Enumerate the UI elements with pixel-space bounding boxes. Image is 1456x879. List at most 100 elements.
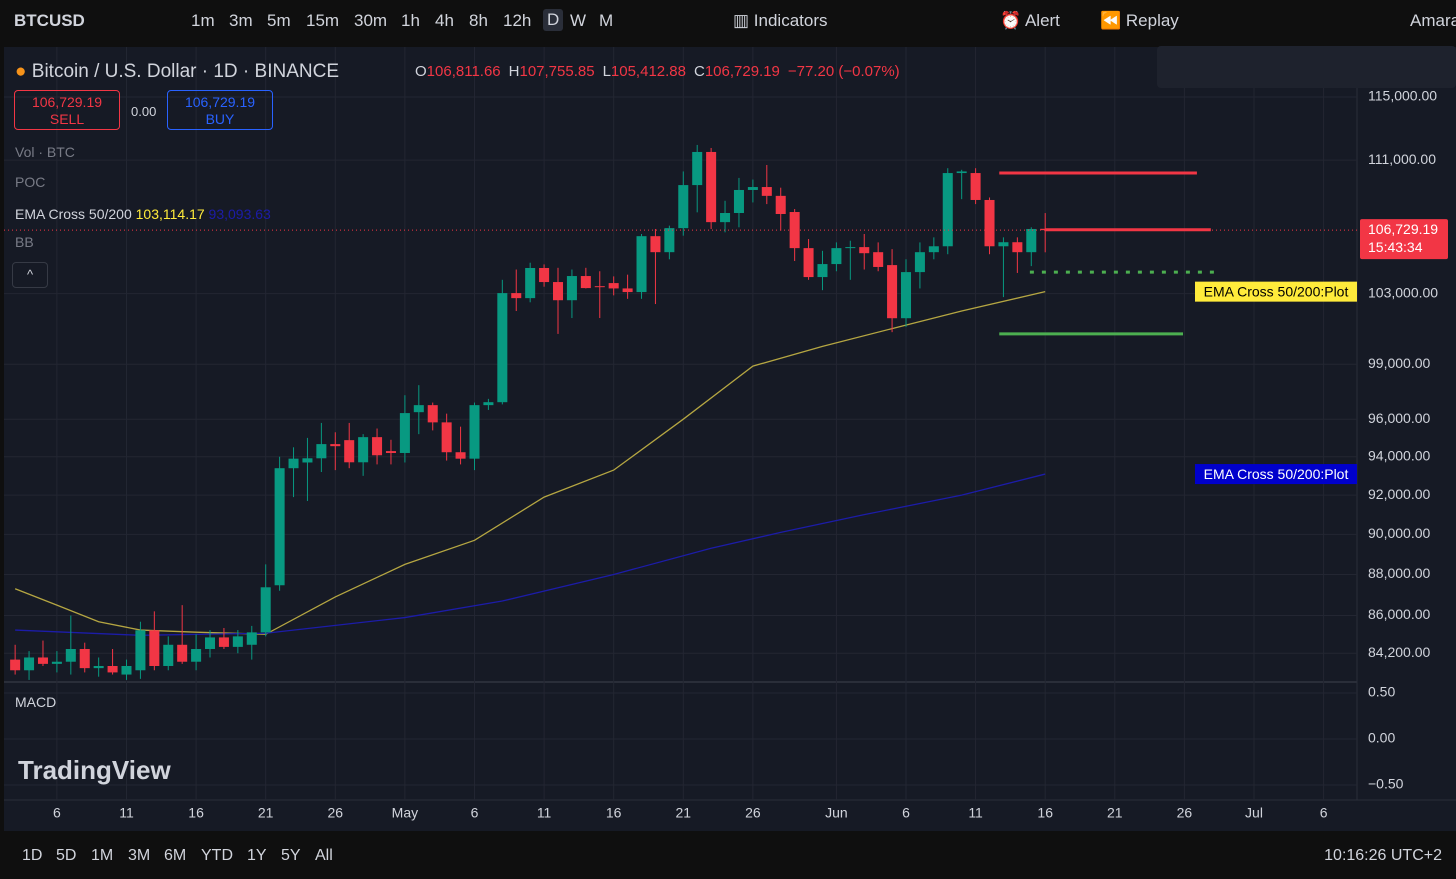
candle-body <box>914 252 925 273</box>
last-price: 106,729.19 <box>1368 221 1438 237</box>
candle-body <box>803 248 814 278</box>
x-tick-label: 11 <box>537 805 552 821</box>
candle-body <box>664 228 675 253</box>
range[interactable]: 5D <box>56 847 77 864</box>
candle-body <box>79 649 90 669</box>
candle-body <box>678 185 689 229</box>
range[interactable]: All <box>315 847 333 864</box>
candle-body <box>177 644 188 662</box>
candle-body <box>817 264 828 278</box>
interval[interactable]: 1h <box>401 11 420 30</box>
candle-body <box>260 587 271 633</box>
candle-body <box>469 405 480 459</box>
range[interactable]: YTD <box>201 847 233 864</box>
candle-body <box>831 248 842 265</box>
interval[interactable]: 3m <box>229 11 253 30</box>
candle-body <box>580 276 591 289</box>
buy-button[interactable]: 106,729.19 BUY <box>167 90 273 130</box>
candle-body <box>525 267 536 299</box>
candle-body <box>218 637 229 647</box>
change: −77.20 (−0.07%) <box>787 63 900 80</box>
indicators-button[interactable]: ▥ Indicators <box>733 11 828 30</box>
drawing-toolbar <box>1157 46 1456 88</box>
replay-button[interactable]: ⏪ Replay <box>1100 11 1179 30</box>
top-bar <box>0 0 1456 44</box>
symbol-title: Bitcoin / U.S. Dollar · 1D · BINANCE <box>31 61 340 82</box>
alert: Alert <box>1024 11 1060 30</box>
x-tick-label: May <box>392 805 418 821</box>
candle-body <box>455 452 466 459</box>
x-tick-label: 11 <box>119 805 134 821</box>
ohlc-key: C <box>693 63 705 80</box>
y-tick-label: −0.50 <box>1368 776 1404 792</box>
candle-body <box>191 649 202 662</box>
candle-body <box>10 659 21 671</box>
user[interactable]: Amara <box>1410 11 1456 30</box>
candle-body <box>622 288 633 293</box>
interval[interactable]: 30m <box>354 11 388 30</box>
x-tick-label: 21 <box>258 805 274 821</box>
range[interactable]: 6M <box>164 847 187 864</box>
candle-body <box>594 286 605 288</box>
interval[interactable]: D <box>543 9 564 31</box>
candle-body <box>163 644 174 666</box>
candle-body <box>135 630 146 671</box>
ohlc-value: 107,755.85 <box>519 63 595 80</box>
x-tick-label: 26 <box>328 805 344 821</box>
candle-body <box>483 402 494 406</box>
x-tick-label: 6 <box>53 805 61 821</box>
range[interactable]: 3M <box>128 847 151 864</box>
collapse[interactable]: ^ <box>12 262 48 288</box>
range[interactable]: 5Y <box>281 847 301 864</box>
interval[interactable]: 8h <box>469 11 488 30</box>
indicator: POC <box>15 174 46 190</box>
y-tick-label: 103,000.00 <box>1368 284 1438 300</box>
sell-button[interactable]: 106,729.19 SELL <box>14 90 120 130</box>
ohlc-value: 106,729.19 <box>704 63 780 80</box>
candle-body <box>427 405 438 423</box>
candle-body <box>747 187 758 190</box>
interval[interactable]: M <box>599 11 614 30</box>
candle-body <box>149 630 160 666</box>
y-tick-label: 115,000.00 <box>1368 88 1437 104</box>
x-tick-label: 16 <box>188 805 204 821</box>
candle-body <box>51 661 62 664</box>
ohlc-value: 106,811.66 <box>426 63 501 80</box>
candle-body <box>372 437 383 456</box>
interval[interactable]: 1m <box>191 11 215 30</box>
symbol[interactable]: BTCUSD <box>14 11 85 30</box>
range[interactable]: 1M <box>91 847 114 864</box>
series-label: EMA Cross 50/200:Plot <box>1204 466 1349 482</box>
interval[interactable]: 5m <box>267 11 291 30</box>
alert-button[interactable]: ⏰ Alert <box>1000 11 1060 30</box>
interval[interactable]: W <box>570 11 587 30</box>
interval[interactable]: 12h <box>503 11 532 30</box>
y-tick-label: 99,000.00 <box>1368 355 1430 371</box>
indicators: Indicators <box>753 11 828 30</box>
candle-body <box>358 437 369 463</box>
candle-body <box>900 272 912 319</box>
candle-body <box>887 265 898 319</box>
buy-price: 106,729.19 <box>184 94 256 110</box>
candle-body <box>274 468 285 586</box>
candle-body <box>441 422 452 453</box>
candle-body <box>692 151 703 186</box>
watermark: TradingView <box>18 755 171 785</box>
ohlc: O106,811.66 H107,755.85 L105,412.88 C106,72… <box>415 63 900 80</box>
range[interactable]: 1Y <box>247 847 267 864</box>
candle-body <box>859 247 870 254</box>
interval[interactable]: 15m <box>306 11 340 30</box>
x-tick-label: 16 <box>606 805 622 821</box>
sell-price: 106,729.19 <box>31 94 103 110</box>
x-tick-label: Jul <box>1245 805 1263 821</box>
candle-body <box>539 267 550 283</box>
candle-body <box>706 151 717 223</box>
candle-body <box>552 282 564 301</box>
range[interactable]: 1D <box>22 847 43 864</box>
legend-title: ● Bitcoin / U.S. Dollar · 1D · BINANCE <box>15 61 340 82</box>
interval[interactable]: 4h <box>435 11 454 30</box>
y-tick-label: 111,000.00 <box>1368 151 1436 167</box>
candle-body <box>205 637 216 650</box>
